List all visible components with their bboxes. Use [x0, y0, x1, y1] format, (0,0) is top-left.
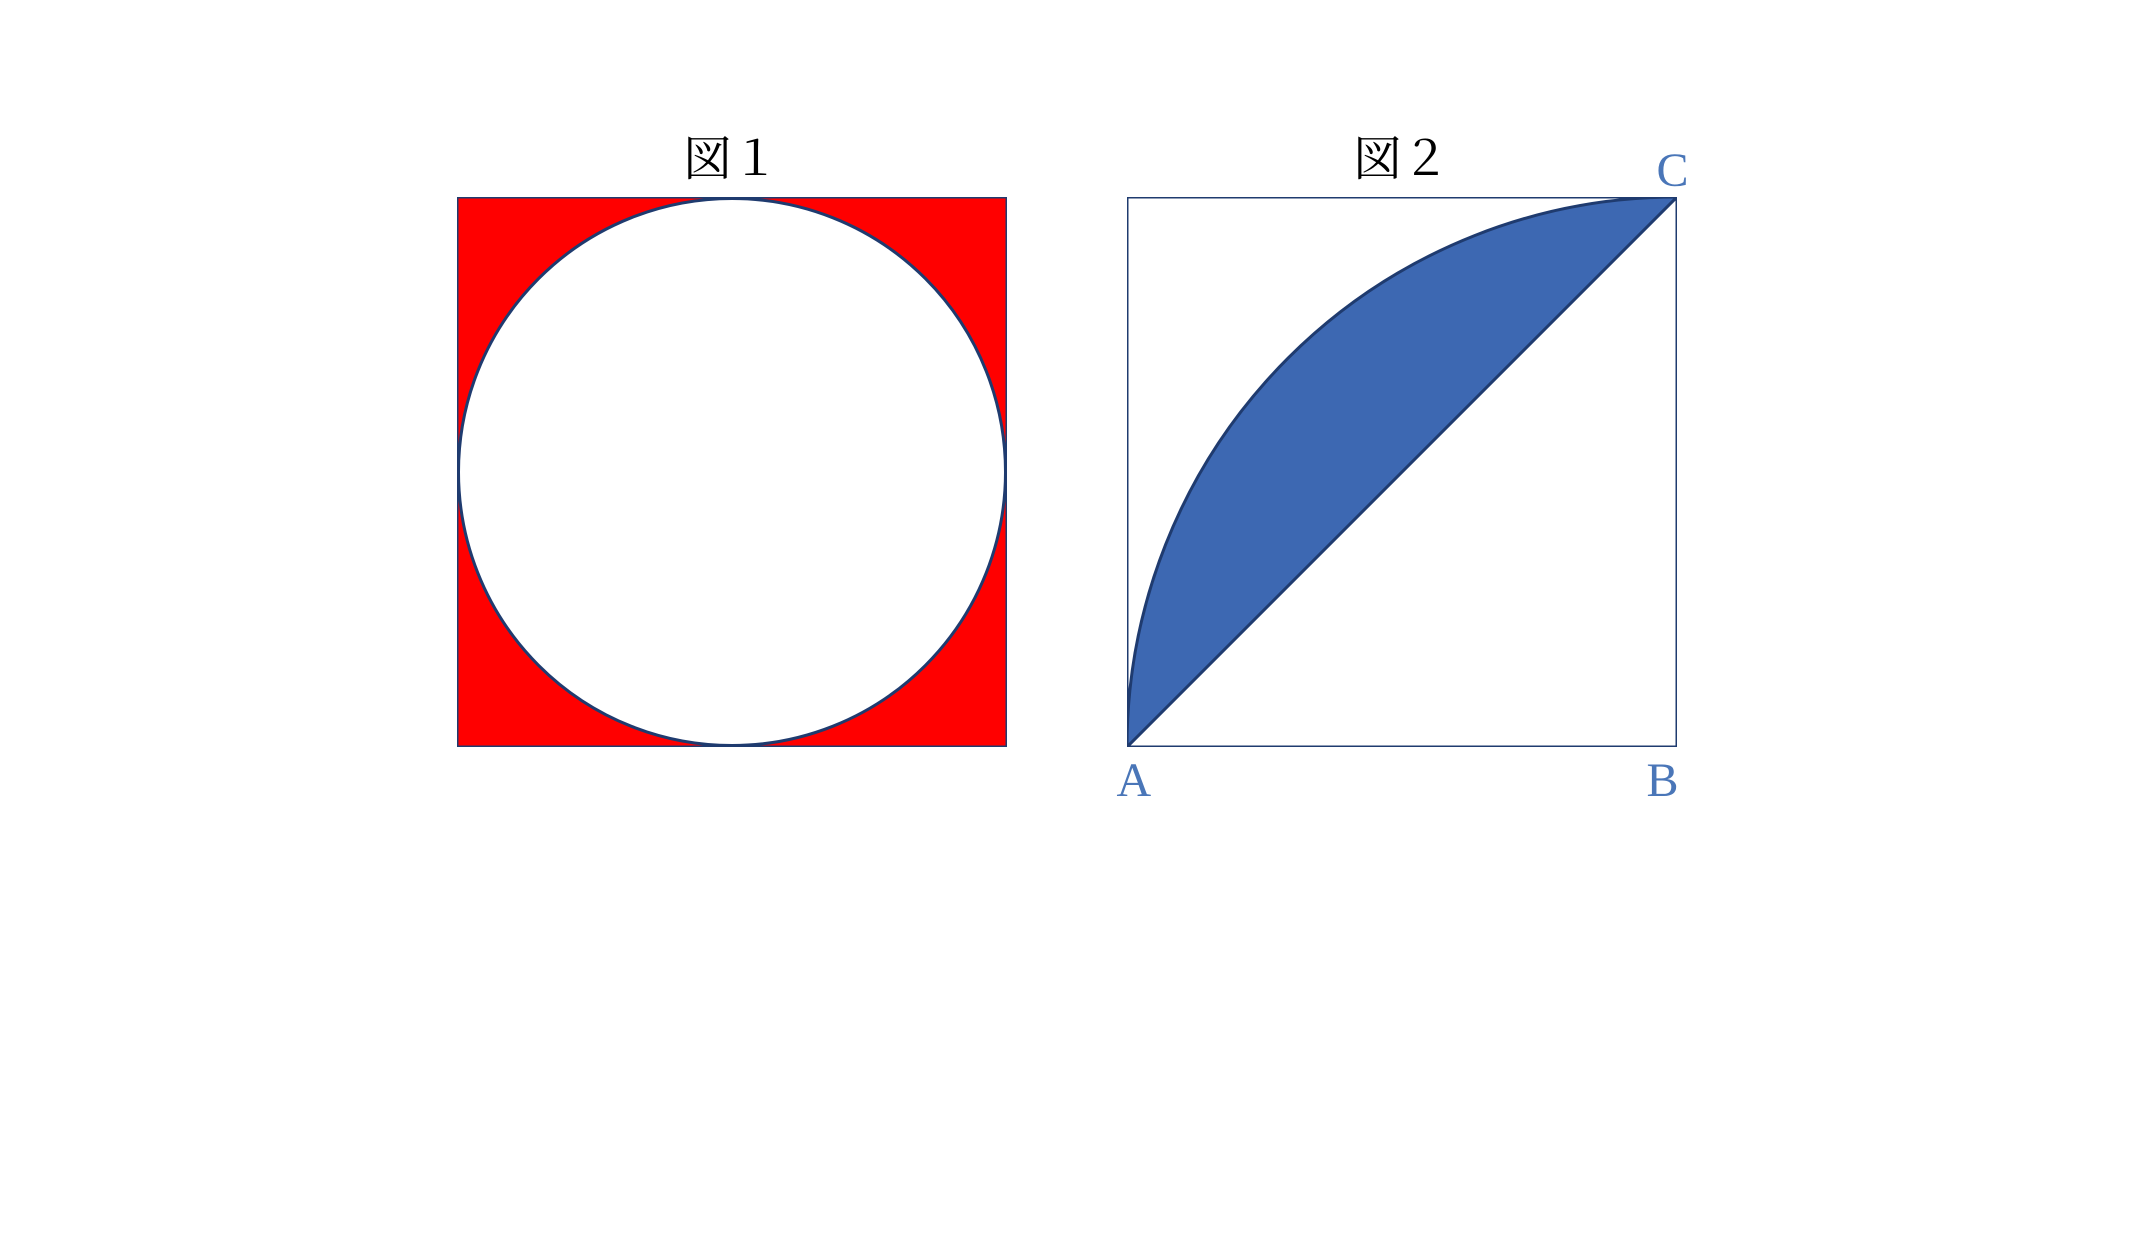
- figure-1: 図１: [457, 120, 1007, 752]
- figure-1-svg: [457, 197, 1007, 747]
- figure-1-title: 図１: [683, 120, 779, 189]
- vertex-label-b: B: [1647, 753, 1679, 808]
- figure-2-svg-holder: A B C: [1127, 197, 1677, 747]
- figure-1-svg-holder: [457, 197, 1007, 752]
- figure-2-svg: [1127, 197, 1677, 747]
- figure-2-title: 図２: [1353, 120, 1449, 189]
- diagram-container: 図１ 図２ A B C: [0, 0, 2133, 752]
- vertex-label-c: C: [1657, 143, 1689, 198]
- figure-2: 図２ A B C: [1127, 120, 1677, 747]
- vertex-label-a: A: [1117, 753, 1152, 808]
